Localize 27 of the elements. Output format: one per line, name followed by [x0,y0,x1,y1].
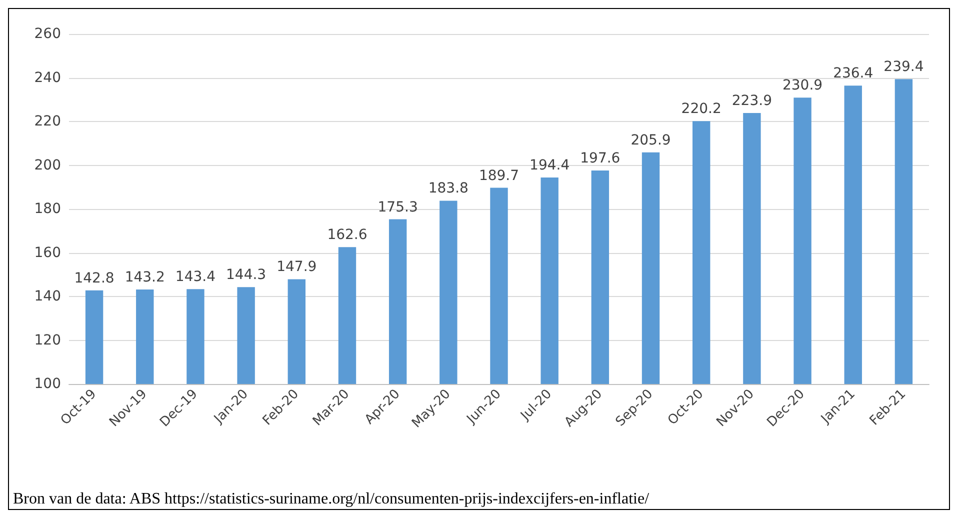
data-label: 147.9 [276,259,317,276]
y-tick-label: 120 [34,332,61,348]
y-tick-label: 200 [34,157,61,174]
y-tick-label: 140 [34,288,61,304]
data-label: 189.7 [478,168,520,184]
data-label: 144.3 [226,267,266,284]
data-label: 143.2 [124,270,165,286]
y-tick-label: 240 [34,70,61,86]
data-label: 162.6 [327,227,368,244]
data-label: 205.9 [630,132,671,148]
data-label: 230.9 [782,78,823,94]
y-tick-label: 260 [34,26,61,42]
data-label: 220.2 [681,101,722,118]
data-label: 239.4 [884,59,924,76]
data-label: 142.8 [74,270,114,286]
y-tick-label: 160 [34,244,61,261]
y-tick-label: 220 [34,114,61,130]
text: Bron van de data: ABS https://statistics-suriname.org/nl/consumenten-prijs-indexcijfers-en-inflatie/ [13,490,650,508]
data-label: 175.3 [378,199,418,216]
data-label: 194.4 [530,158,570,174]
data-label: 183.8 [428,180,468,197]
data-label: 143.4 [175,269,216,286]
data-label: 223.9 [732,92,772,109]
y-tick-label: 100 [34,376,61,392]
data-label: 236.4 [833,66,874,82]
data-label: 197.6 [580,150,620,166]
y-tick-label: 180 [34,201,61,217]
